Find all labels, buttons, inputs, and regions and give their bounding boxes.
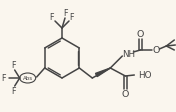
Text: F: F [70, 13, 74, 22]
Text: O: O [153, 45, 160, 55]
Text: F: F [11, 86, 16, 96]
Text: O: O [137, 29, 144, 39]
Text: O: O [122, 89, 129, 98]
Text: F: F [63, 9, 67, 17]
Text: F: F [50, 13, 54, 22]
Text: NH: NH [122, 50, 135, 58]
Text: HO: HO [138, 70, 152, 80]
Polygon shape [96, 68, 110, 77]
Text: F: F [1, 73, 6, 83]
Text: Abs: Abs [23, 75, 33, 81]
Text: F: F [11, 60, 16, 70]
